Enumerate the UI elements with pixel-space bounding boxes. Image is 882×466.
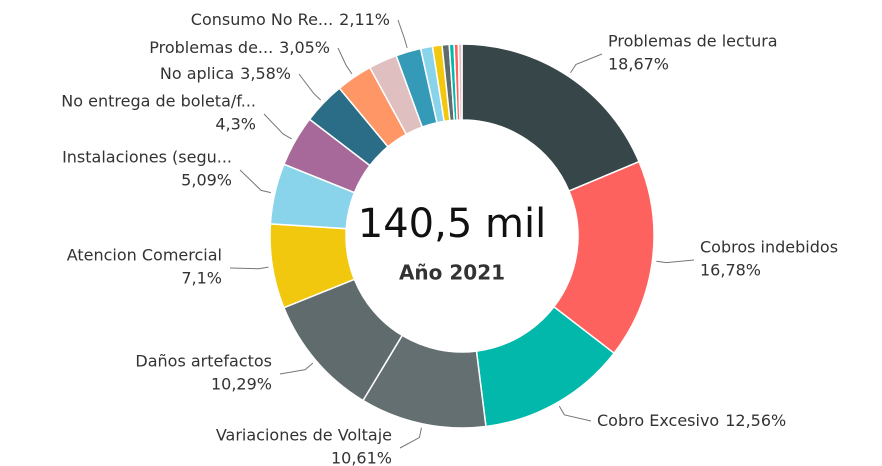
slice-label: Instalaciones (segu... (62, 148, 232, 167)
leader-line (239, 169, 271, 194)
leader-line (263, 113, 292, 140)
leader-line (337, 47, 353, 75)
center-label: Año 2021 (399, 261, 505, 285)
slice-value: 18,67% (608, 55, 669, 74)
slice-value: 2,11% (339, 10, 390, 29)
leader-line (229, 266, 269, 270)
slice-label: Consumo No Re... 2,11% (191, 10, 390, 29)
leader-line (570, 53, 603, 74)
slice-label: No entrega de boleta/f... (61, 92, 256, 111)
slice-value: 7,1% (181, 269, 222, 288)
leader-line (298, 73, 322, 101)
slice-value: 10,29% (211, 375, 272, 394)
slice-name: Cobro Excesivo (597, 411, 719, 430)
slice-label: No aplica 3,58% (160, 64, 291, 83)
leader-line (656, 259, 695, 264)
leader-line (399, 427, 422, 449)
slice-value: 5,09% (181, 171, 232, 190)
slice-value: 3,58% (240, 64, 291, 83)
slice-value: 12,56% (725, 411, 786, 430)
slice-value: 16,78% (700, 261, 761, 280)
slice-label: Atencion Comercial (67, 246, 222, 265)
slice-label: Daños artefactos (135, 352, 272, 371)
slice-value: 3,05% (279, 38, 330, 57)
slice-label: Cobro Excesivo 12,56% (597, 411, 786, 430)
slice-value: 10,61% (331, 449, 392, 466)
slice-label: Problemas de lectura (608, 32, 778, 51)
leader-line (279, 362, 314, 375)
donut-slice (457, 43, 463, 121)
slice-name: No aplica (160, 64, 234, 83)
leader-line (558, 405, 592, 422)
slice-value: 4,3% (215, 115, 256, 134)
slice-label: Variaciones de Voltaje (216, 426, 392, 445)
slice-label: Cobros indebidos (700, 238, 838, 257)
center-value: 140,5 mil (358, 201, 546, 247)
slice-name: Problemas de... (149, 38, 273, 57)
slice-label: Problemas de... 3,05% (149, 38, 330, 57)
leader-line (397, 19, 408, 48)
slice-name: Consumo No Re... (191, 10, 333, 29)
